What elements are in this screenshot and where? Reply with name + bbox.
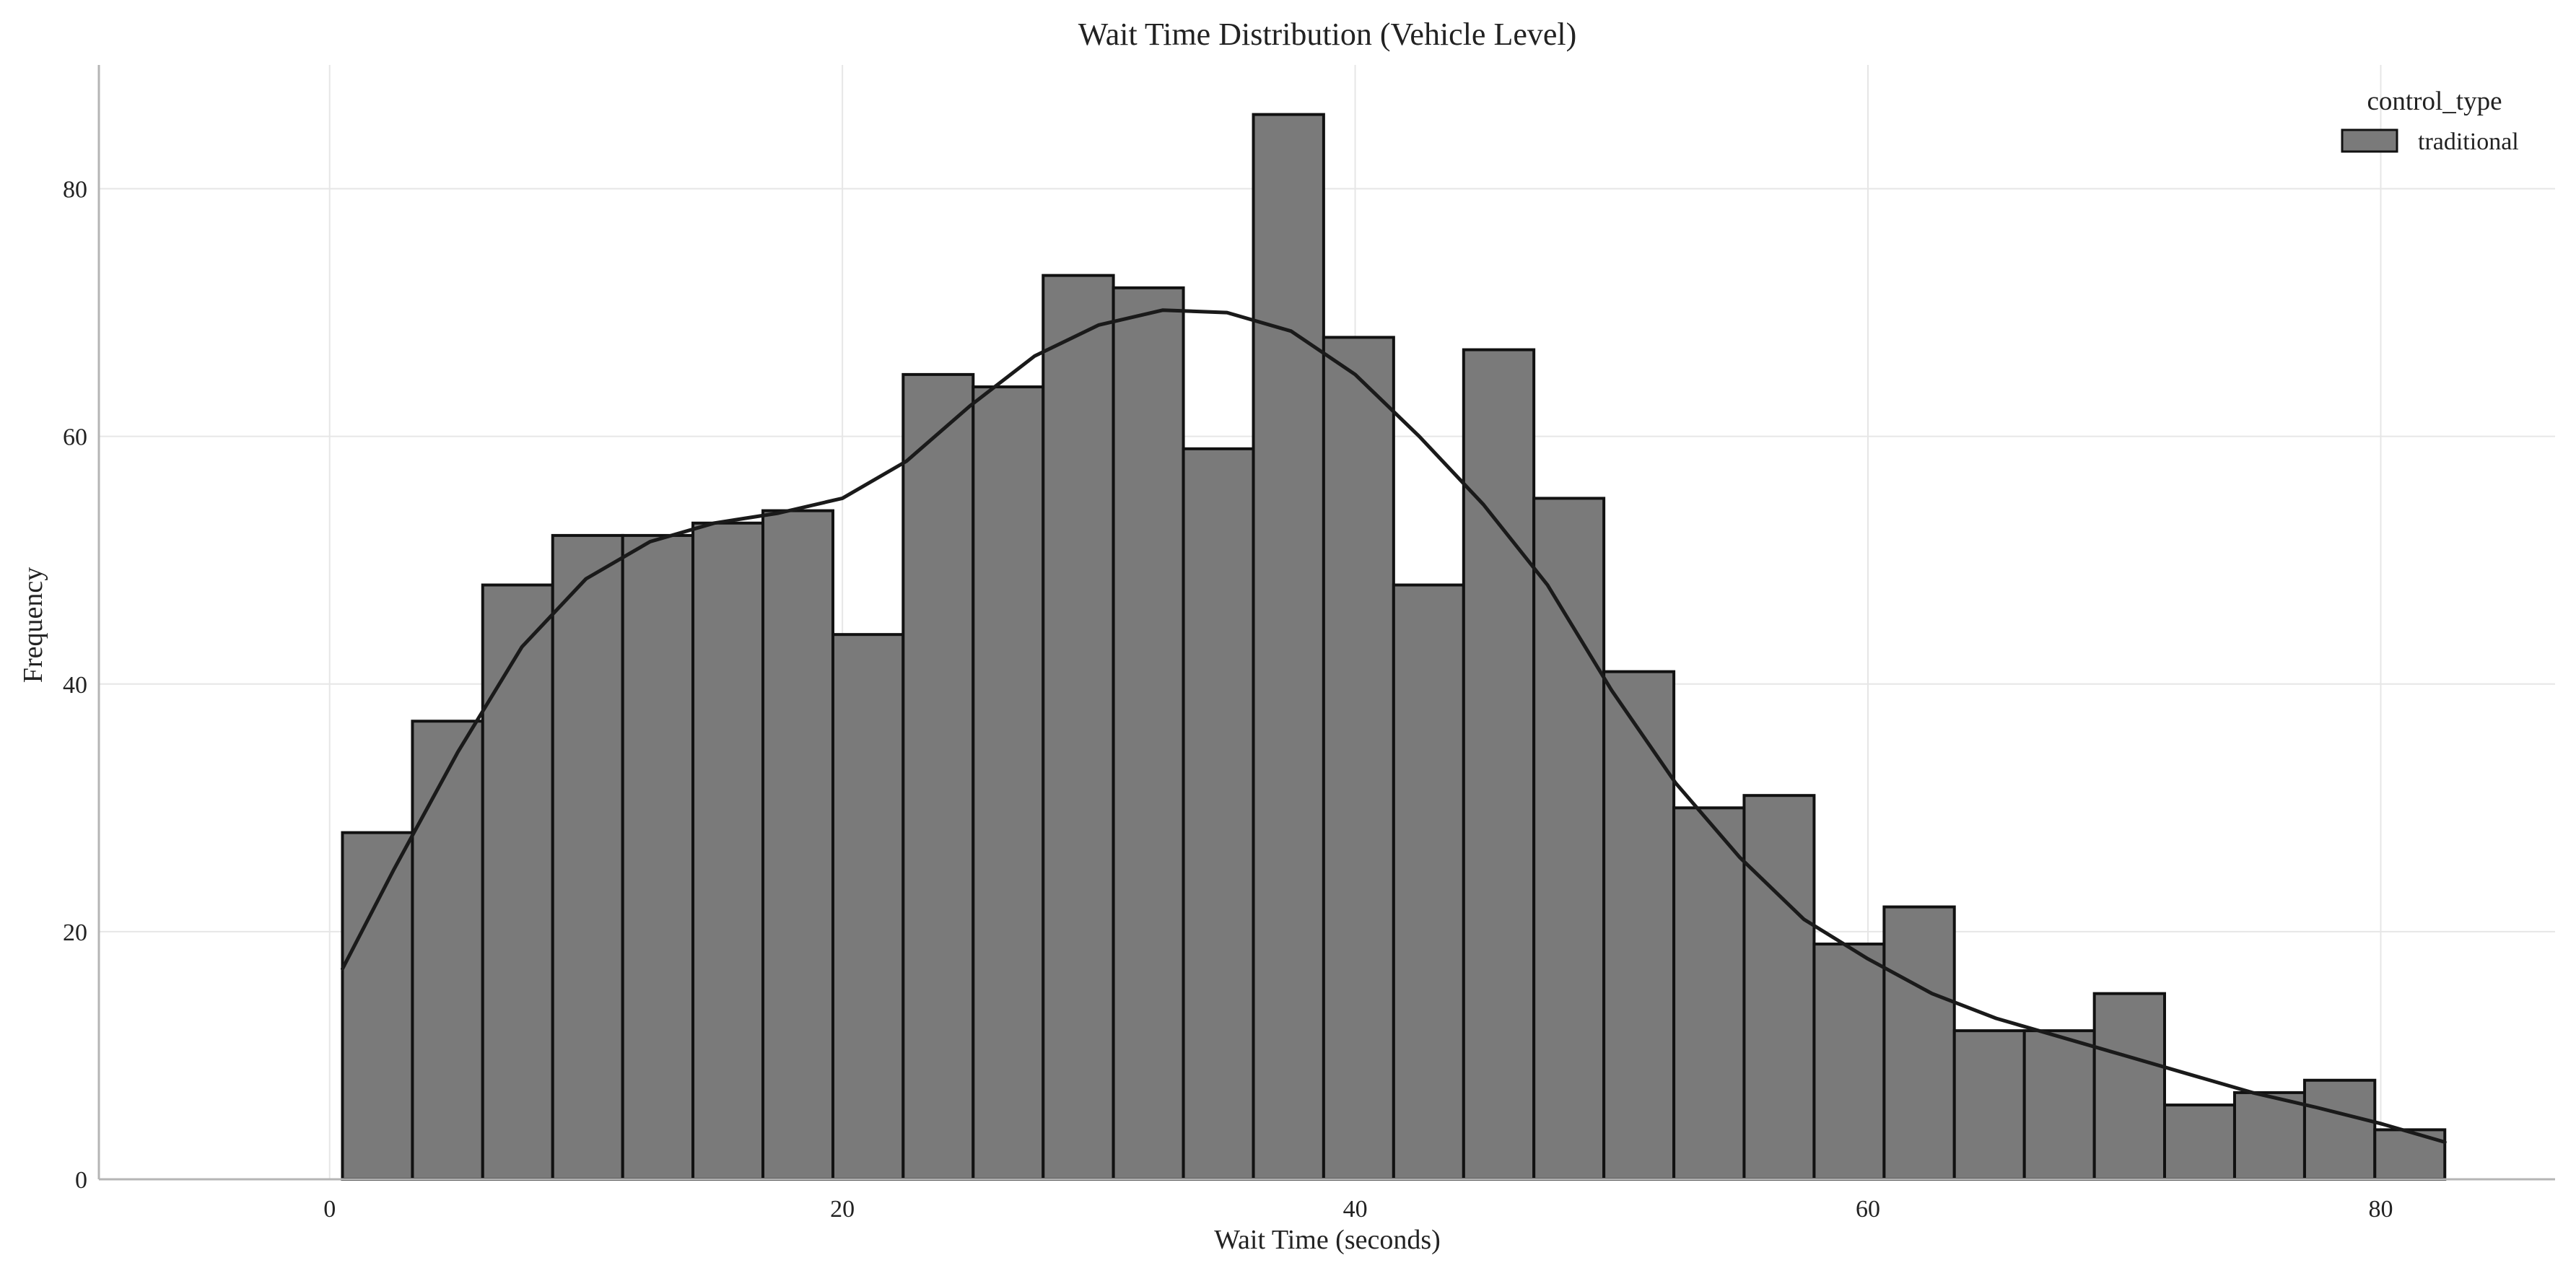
- histogram-bar: [2163, 1104, 2236, 1181]
- x-axis-ticks: 0 20 40 60 80: [323, 1196, 2393, 1223]
- histogram-bar: [761, 509, 834, 1181]
- legend-swatch: [2341, 128, 2398, 153]
- y-axis-label: Frequency: [18, 567, 48, 683]
- histogram-bar: [1882, 905, 1956, 1181]
- histogram-bar: [481, 583, 554, 1181]
- x-axis-label: Wait Time (seconds): [1214, 1225, 1441, 1255]
- histogram-bar: [2302, 1078, 2377, 1181]
- histogram-bar: [1812, 943, 1886, 1181]
- histogram-bar: [1252, 113, 1325, 1181]
- histogram-bar: [1952, 1029, 2026, 1181]
- chart-title: Wait Time Distribution (Vehicle Level): [1078, 17, 1577, 52]
- legend-title: control_type: [2367, 87, 2502, 116]
- histogram-bar: [411, 720, 484, 1181]
- y-tick-label: 20: [63, 919, 87, 946]
- x-tick-label: 40: [1343, 1196, 1368, 1223]
- legend-label-traditional: traditional: [2418, 128, 2519, 155]
- histogram-bar: [2373, 1128, 2447, 1181]
- histogram-bar: [831, 633, 905, 1181]
- y-tick-label: 60: [63, 424, 87, 451]
- axes: [97, 65, 2555, 1181]
- y-tick-label: 40: [63, 672, 87, 699]
- histogram-bar: [972, 385, 1045, 1181]
- histogram-bar: [551, 533, 624, 1181]
- histogram-bar: [1602, 670, 1676, 1181]
- kde-line: [341, 308, 2447, 1144]
- y-tick-label: 0: [75, 1167, 87, 1194]
- histogram-bar: [901, 372, 975, 1181]
- histogram-bar: [1322, 336, 1395, 1181]
- histogram-bar: [2092, 992, 2167, 1181]
- histogram-bar: [1392, 583, 1465, 1181]
- x-tick-label: 20: [830, 1196, 855, 1223]
- histogram-bar: [1532, 497, 1606, 1181]
- legend: control_type traditional: [2341, 87, 2519, 155]
- x-tick-label: 60: [1856, 1196, 1880, 1223]
- y-tick-label: 80: [63, 177, 87, 204]
- histogram-bar: [1042, 274, 1115, 1181]
- histogram-bar: [1462, 348, 1536, 1181]
- histogram-bars: [341, 113, 2447, 1181]
- histogram-bar: [1672, 806, 1746, 1181]
- histogram-bar: [2022, 1029, 2096, 1181]
- histogram-bar: [691, 521, 765, 1181]
- histogram-bar: [621, 533, 695, 1181]
- x-tick-label: 80: [2368, 1196, 2393, 1223]
- histogram-bar: [1112, 286, 1185, 1181]
- histogram-bar: [1742, 794, 1816, 1181]
- y-axis-ticks: 0 20 40 60 80: [63, 177, 87, 1194]
- x-tick-label: 0: [323, 1196, 336, 1223]
- histogram-bar: [341, 831, 414, 1181]
- histogram-bar: [2232, 1091, 2306, 1181]
- histogram-bar: [1182, 447, 1255, 1181]
